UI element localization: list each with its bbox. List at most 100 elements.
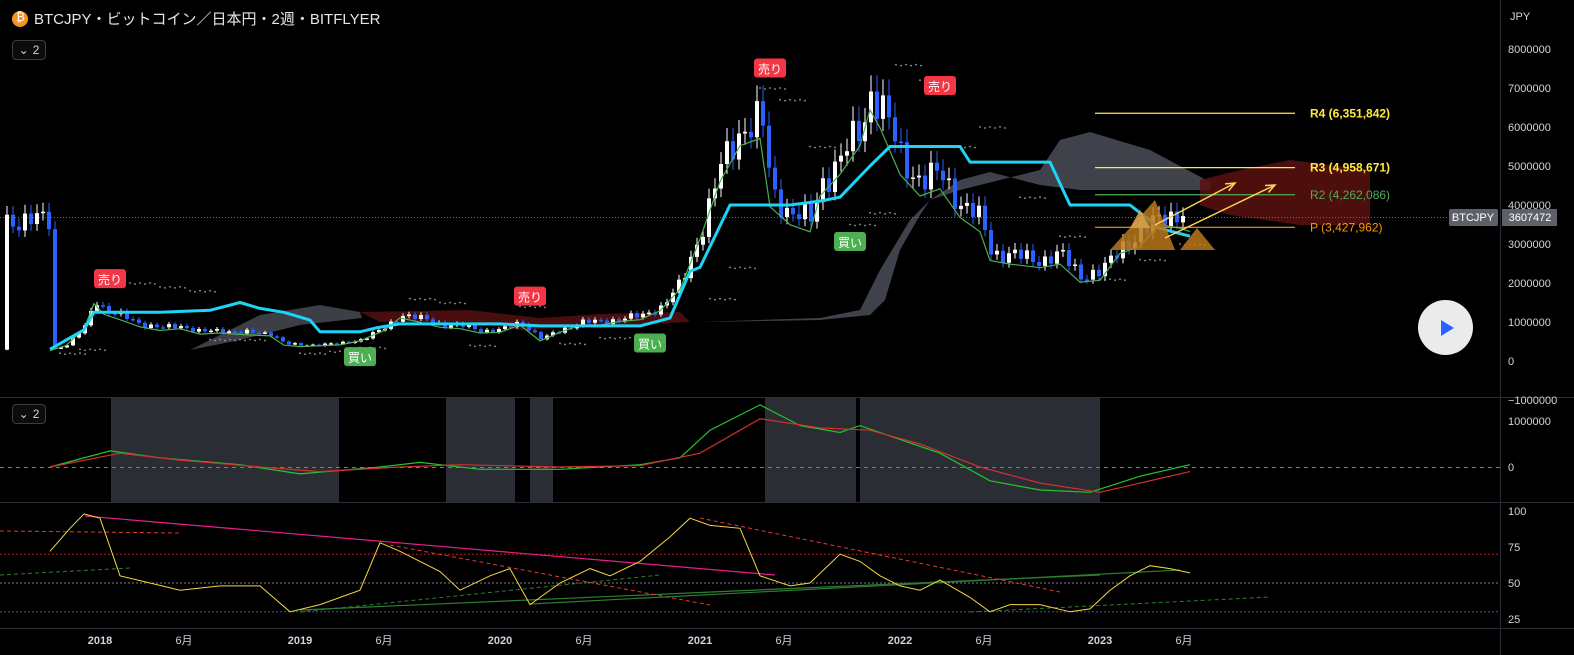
sar-dot bbox=[614, 337, 616, 340]
candle-body bbox=[821, 178, 825, 203]
candle-body bbox=[635, 313, 639, 318]
candle-body bbox=[1085, 279, 1089, 281]
candle-body bbox=[5, 214, 9, 350]
sar-dot bbox=[759, 87, 761, 89]
candle-body bbox=[503, 326, 507, 330]
sar-dot bbox=[969, 145, 971, 148]
ichimoku-cloud-bearish bbox=[190, 305, 362, 350]
candle-body bbox=[35, 213, 39, 225]
sar-dot bbox=[64, 353, 66, 356]
candle-body bbox=[605, 320, 609, 325]
time-axis-tick: 6月 bbox=[775, 635, 792, 647]
pane2-collapse-button[interactable]: ⌄ 2 bbox=[12, 404, 46, 424]
candle-body bbox=[863, 122, 867, 142]
candle-body bbox=[1109, 255, 1113, 263]
candle-body bbox=[875, 91, 879, 119]
candle-body bbox=[1001, 250, 1005, 263]
buy-signal-badge bbox=[344, 347, 376, 367]
sar-dot bbox=[1059, 235, 1061, 238]
sar-dot bbox=[984, 127, 986, 129]
sar-dot bbox=[779, 87, 781, 89]
sar-dot bbox=[1109, 278, 1111, 280]
sar-dot bbox=[794, 99, 796, 102]
rsi-axis-tick: 50 bbox=[1508, 578, 1520, 590]
harmonic-pattern bbox=[1130, 210, 1150, 228]
sar-dot bbox=[919, 79, 921, 82]
sar-dot bbox=[1079, 235, 1081, 238]
candle-body bbox=[269, 332, 273, 337]
candle-body bbox=[179, 326, 183, 329]
candle-body bbox=[1049, 256, 1053, 264]
candle-body bbox=[983, 205, 987, 230]
price-axis-tick: 2000000 bbox=[1508, 278, 1551, 290]
macd-shade-region bbox=[860, 398, 880, 502]
candle-body bbox=[833, 161, 837, 192]
chevron-down-icon: ⌄ bbox=[18, 407, 29, 421]
sell-signal-badge bbox=[514, 286, 546, 306]
candle-body bbox=[899, 141, 903, 144]
sar-dot bbox=[434, 298, 436, 301]
tenkan-line bbox=[49, 108, 1191, 352]
price-axis-tick: 3000000 bbox=[1508, 239, 1551, 251]
candle-body bbox=[995, 250, 999, 255]
candle-body bbox=[779, 189, 783, 218]
candle-body bbox=[191, 328, 195, 332]
time-axis-tick: 2021 bbox=[688, 635, 712, 647]
replay-play-button[interactable] bbox=[1418, 300, 1473, 355]
sar-dot bbox=[859, 223, 861, 226]
candle-body bbox=[629, 313, 633, 319]
kijun-line bbox=[49, 145, 1191, 351]
sar-dot bbox=[724, 298, 726, 301]
candle-body bbox=[425, 315, 429, 320]
candle-body bbox=[761, 101, 765, 126]
sar-dot bbox=[1044, 197, 1046, 200]
rsi-trendline-dashed bbox=[389, 544, 711, 606]
sar-dot bbox=[79, 352, 81, 355]
sar-dot bbox=[139, 282, 141, 284]
candle-body bbox=[77, 333, 81, 338]
candle-body bbox=[947, 178, 951, 181]
candle-body bbox=[1043, 256, 1047, 266]
sar-dot bbox=[229, 338, 231, 341]
candle-body bbox=[143, 322, 147, 329]
candle-body bbox=[1175, 211, 1179, 223]
sar-dot bbox=[489, 344, 491, 347]
sar-dot bbox=[814, 146, 816, 149]
sar-dot bbox=[154, 283, 156, 285]
sar-dot bbox=[314, 353, 316, 356]
candle-body bbox=[107, 306, 111, 314]
sar-dot bbox=[719, 297, 721, 300]
candle-body bbox=[707, 198, 711, 237]
sar-dot bbox=[214, 339, 216, 342]
candle-body bbox=[911, 177, 915, 179]
candle-body bbox=[953, 178, 957, 209]
candle-body bbox=[923, 175, 927, 190]
buy-signal-label: 買い bbox=[348, 351, 372, 365]
sar-dot bbox=[1179, 243, 1181, 245]
sar-dot bbox=[999, 126, 1001, 128]
candle-body bbox=[47, 211, 51, 230]
sar-dot bbox=[444, 302, 446, 305]
candle-body bbox=[803, 203, 807, 220]
sar-dot bbox=[900, 64, 902, 67]
sar-dot bbox=[744, 267, 746, 270]
sar-dot bbox=[209, 289, 211, 292]
rsi-trendline-dashed bbox=[699, 517, 1061, 593]
sar-dot bbox=[1034, 197, 1036, 200]
buy-signal-badge bbox=[634, 333, 666, 353]
sar-dot bbox=[599, 336, 601, 339]
sell-signal-badge bbox=[94, 269, 126, 289]
candle-body bbox=[275, 336, 279, 338]
candle-body bbox=[1055, 251, 1059, 264]
candle-body bbox=[209, 330, 213, 333]
pane1-collapse-button[interactable]: ⌄ 2 bbox=[12, 40, 46, 60]
candle-body bbox=[137, 319, 141, 323]
sar-dot bbox=[1149, 258, 1151, 261]
sar-dot bbox=[829, 145, 831, 148]
sar-dot bbox=[979, 126, 981, 128]
sar-dot bbox=[454, 302, 456, 305]
sar-dot bbox=[324, 353, 326, 356]
sar-dot bbox=[729, 297, 731, 300]
candle-body bbox=[851, 120, 855, 152]
